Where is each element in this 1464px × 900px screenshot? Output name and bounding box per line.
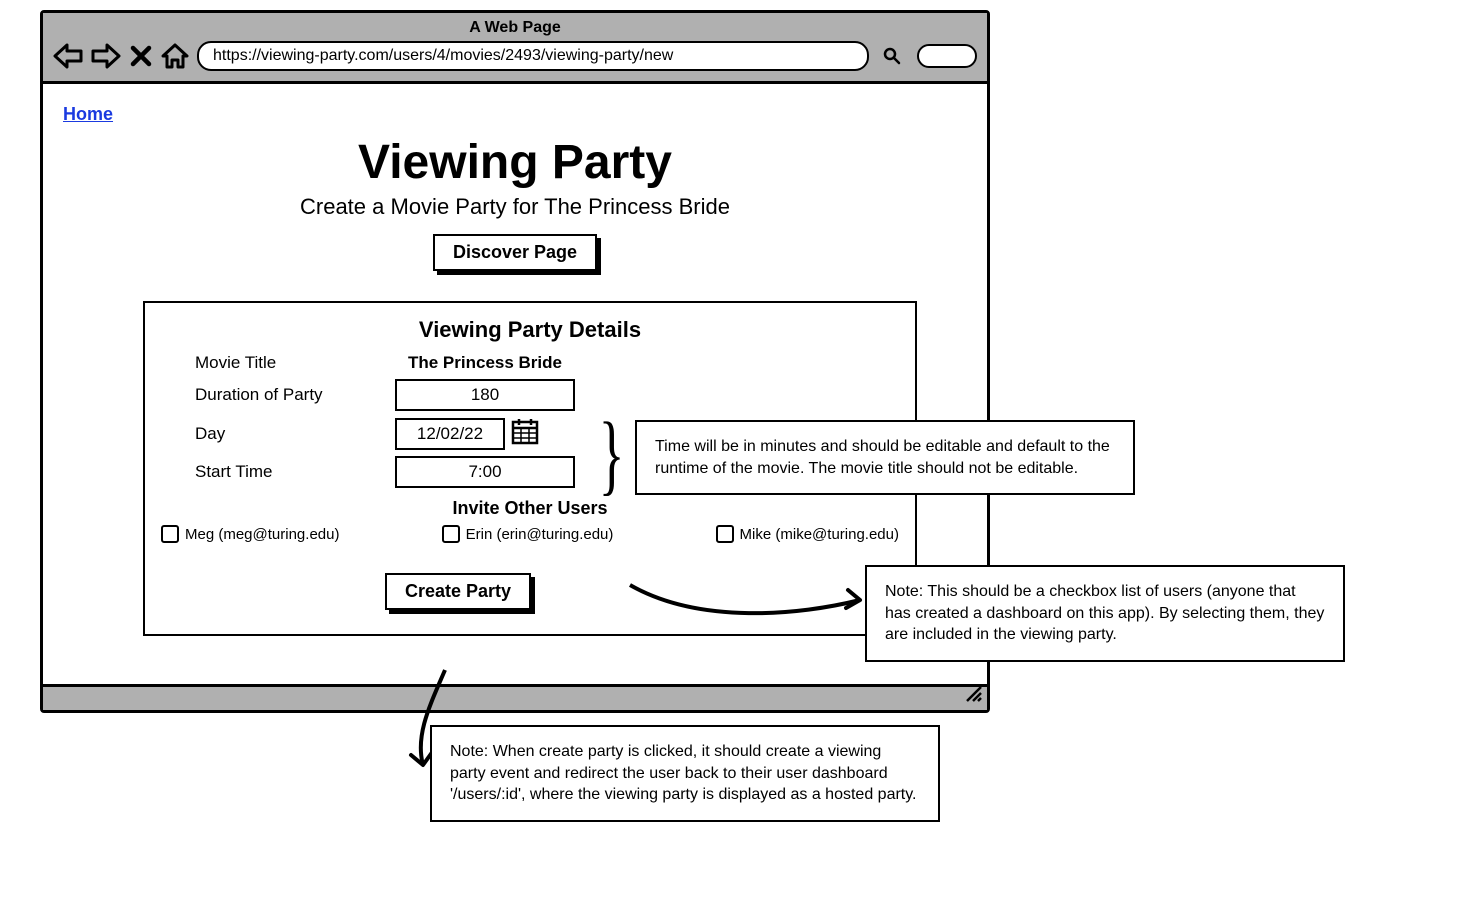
invite-label: Meg (meg@turing.edu) (185, 526, 339, 543)
browser-chrome: A Web Page (43, 13, 987, 84)
home-icon[interactable] (161, 43, 189, 69)
browser-footer (43, 684, 987, 710)
browser-window: A Web Page Home Viewing Party Cr (40, 10, 990, 713)
label-start-time: Start Time (195, 462, 395, 482)
page-header: Viewing Party Create a Movie Party for T… (63, 135, 967, 271)
checkbox-icon[interactable] (442, 525, 460, 543)
annotation-duration: Time will be in minutes and should be ed… (635, 420, 1135, 495)
start-time-input[interactable] (395, 456, 575, 488)
page-subtitle: Create a Movie Party for The Princess Br… (63, 194, 967, 220)
back-icon[interactable] (53, 43, 83, 69)
page-title: Viewing Party (63, 135, 967, 190)
url-bar[interactable] (197, 41, 869, 71)
page-body: Home Viewing Party Create a Movie Party … (43, 84, 987, 684)
invite-item[interactable]: Mike (mike@turing.edu) (716, 525, 899, 543)
invite-label: Erin (erin@turing.edu) (466, 526, 614, 543)
curly-brace-icon: } (599, 410, 625, 500)
invite-list: Meg (meg@turing.edu) Erin (erin@turing.e… (155, 525, 905, 543)
resize-handle-icon[interactable] (963, 683, 983, 708)
invite-heading: Invite Other Users (155, 498, 905, 519)
duration-input[interactable] (395, 379, 575, 411)
label-movie-title: Movie Title (195, 353, 395, 373)
calendar-icon[interactable] (511, 417, 539, 450)
invite-item[interactable]: Meg (meg@turing.edu) (161, 525, 339, 543)
search-icon[interactable] (883, 47, 901, 65)
search-pill[interactable] (917, 44, 977, 68)
browser-toolbar (53, 41, 977, 71)
day-input[interactable] (395, 418, 505, 450)
label-duration: Duration of Party (195, 385, 395, 405)
stop-icon[interactable] (129, 44, 153, 68)
annotation-create: Note: When create party is clicked, it s… (430, 725, 940, 822)
invite-label: Mike (mike@turing.edu) (740, 526, 899, 543)
discover-page-button[interactable]: Discover Page (433, 234, 597, 271)
home-link[interactable]: Home (63, 104, 113, 124)
forward-icon[interactable] (91, 43, 121, 69)
row-movie-title: Movie Title The Princess Bride (155, 353, 905, 373)
browser-title: A Web Page (53, 19, 977, 41)
create-party-button[interactable]: Create Party (385, 573, 531, 610)
checkbox-icon[interactable] (716, 525, 734, 543)
panel-title: Viewing Party Details (155, 317, 905, 343)
row-duration: Duration of Party (155, 379, 905, 411)
value-movie-title: The Princess Bride (395, 353, 575, 373)
annotation-invite: Note: This should be a checkbox list of … (865, 565, 1345, 662)
invite-item[interactable]: Erin (erin@turing.edu) (442, 525, 614, 543)
label-day: Day (195, 424, 395, 444)
checkbox-icon[interactable] (161, 525, 179, 543)
